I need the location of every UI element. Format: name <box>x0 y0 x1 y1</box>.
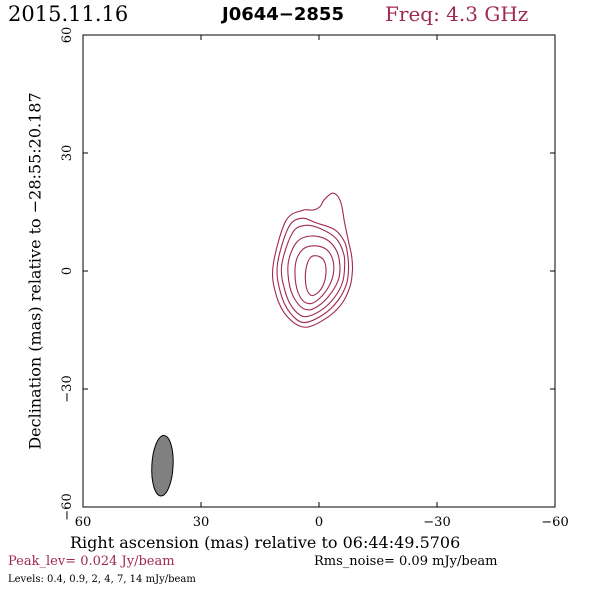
x-tick-label: 60 <box>75 515 92 530</box>
plot-frame <box>82 34 556 508</box>
y-tick-label: 0 <box>60 267 75 275</box>
rms-noise: Rms_noise= 0.09 mJy/beam <box>314 554 498 569</box>
contour-level-1 <box>271 192 354 328</box>
contour-level-3 <box>280 224 346 318</box>
y-tick-label: 30 <box>60 145 75 162</box>
y-tick-label: −60 <box>60 493 75 520</box>
contour-level-5 <box>294 245 335 305</box>
x-tick-label: −60 <box>541 515 568 530</box>
beam-ellipse <box>151 434 174 497</box>
contour-level-2 <box>276 217 350 324</box>
observation-date: 2015.11.16 <box>8 2 129 26</box>
contour-level-6 <box>304 255 327 297</box>
contour-levels: Levels: 0.4, 0.9, 2, 4, 7, 14 mJy/beam <box>8 574 196 585</box>
y-tick-label: −30 <box>60 375 75 402</box>
y-tick-label: 60 <box>60 27 75 44</box>
contour-level-4 <box>287 235 341 311</box>
peak-level: Peak_lev= 0.024 Jy/beam <box>8 554 175 569</box>
x-axis-label: Right ascension (mas) relative to 06:44:… <box>70 533 461 552</box>
x-tick-label: 30 <box>193 515 210 530</box>
x-tick-label: 0 <box>315 515 323 530</box>
beam-group <box>151 434 174 497</box>
x-tick-label: −30 <box>423 515 450 530</box>
y-axis-label: Declination (mas) relative to −28:55:20.… <box>25 92 45 450</box>
axes-group: 60 30 0 −30 −60 −60 −30 0 30 60 <box>60 27 569 530</box>
source-name: J0644−2855 <box>222 4 344 25</box>
frequency-label: Freq: 4.3 GHz <box>385 2 529 26</box>
contour-group <box>271 192 354 328</box>
